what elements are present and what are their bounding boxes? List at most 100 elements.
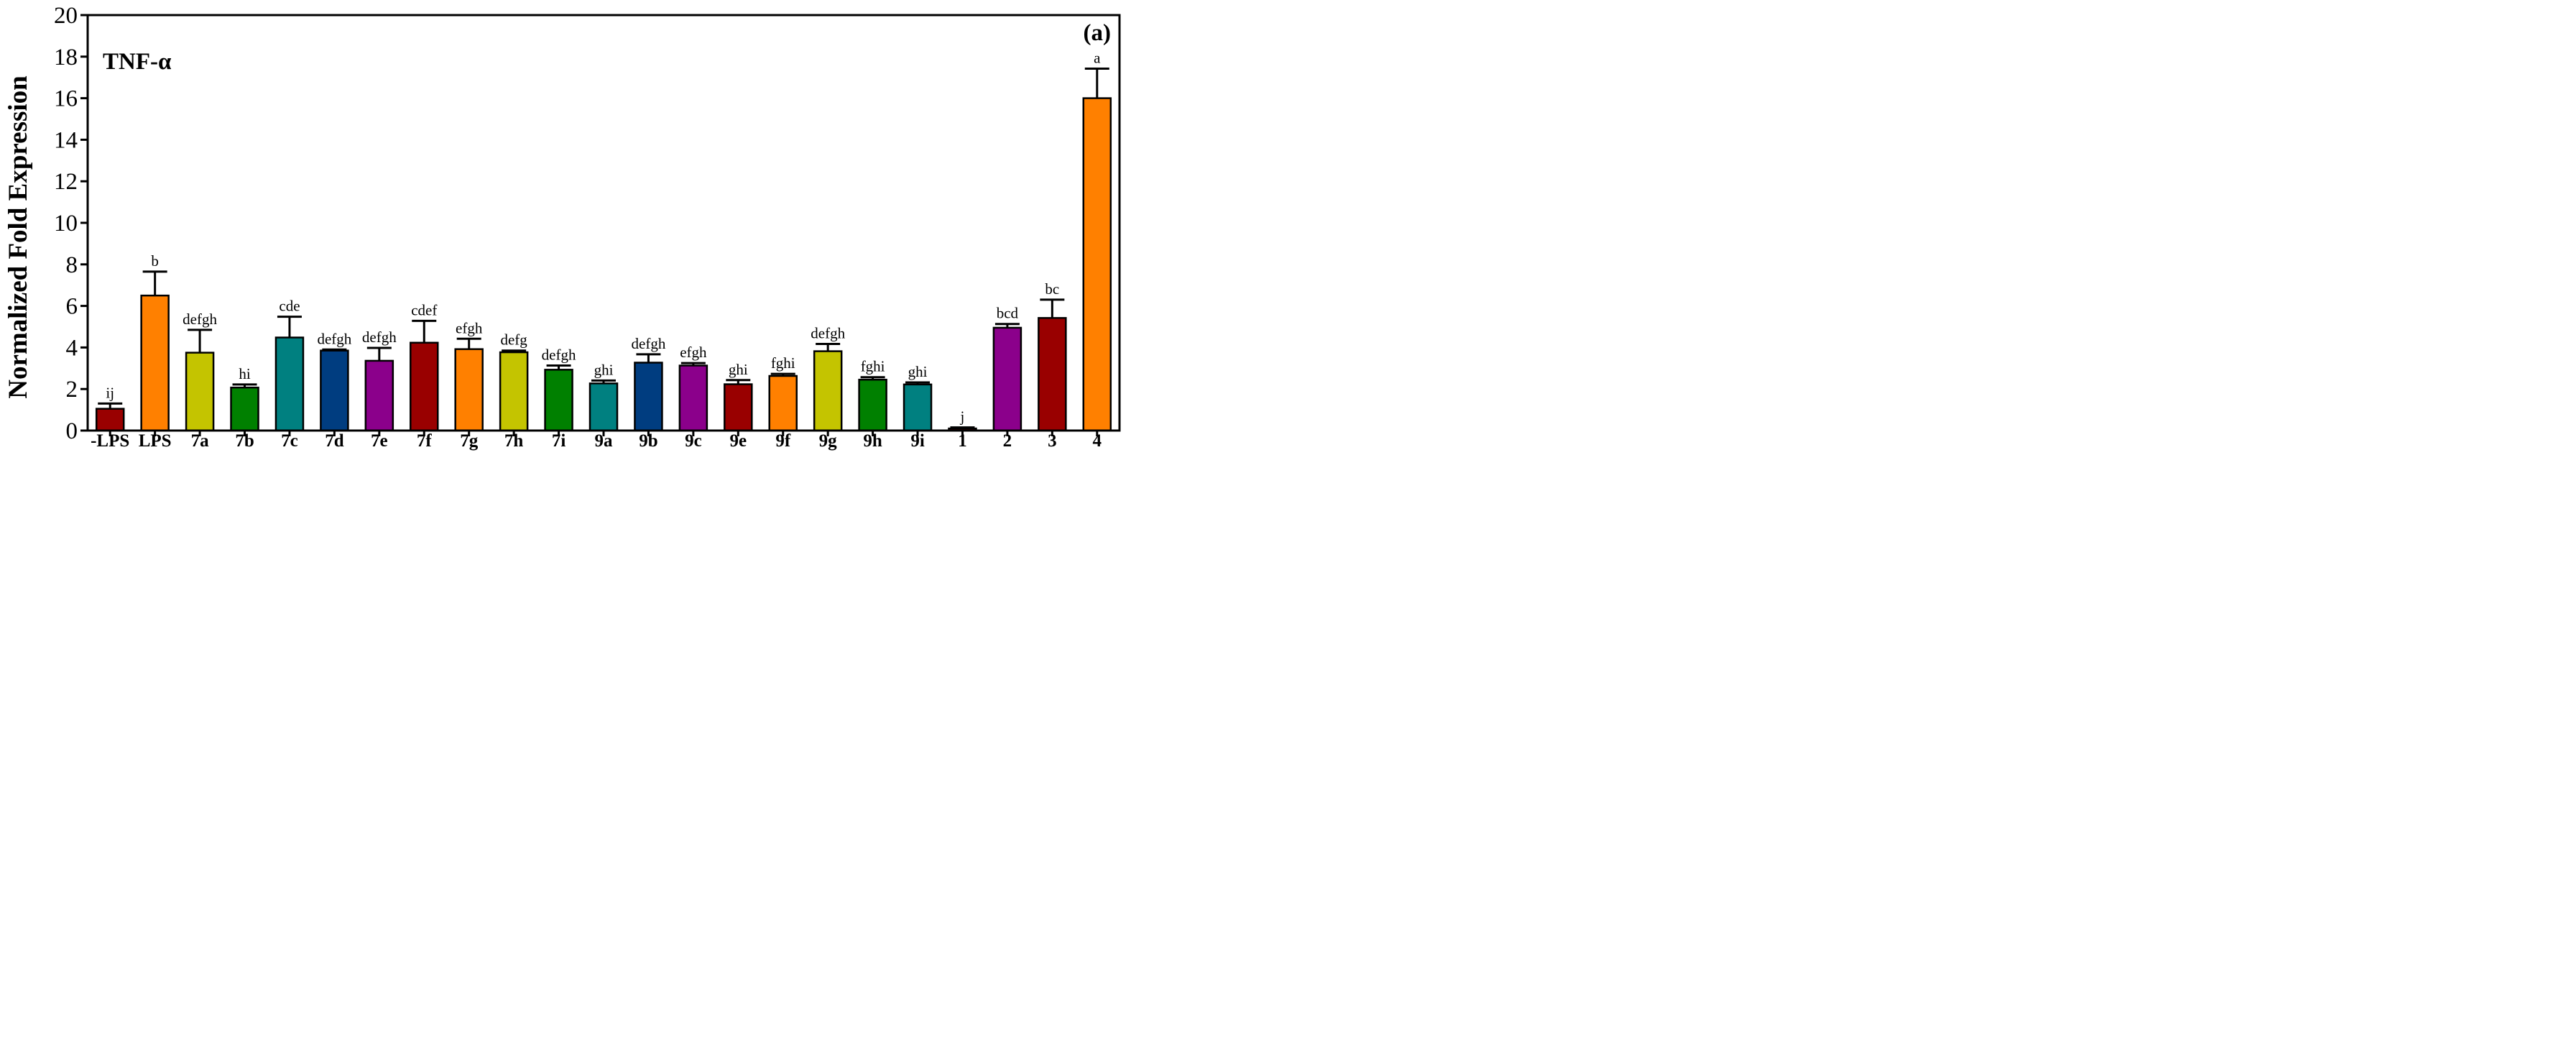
x-tick-label: LPS bbox=[139, 431, 172, 451]
x-tick-label: 9h bbox=[863, 431, 882, 451]
bar bbox=[185, 352, 215, 432]
error-bar bbox=[366, 346, 392, 361]
x-tick-label: 9a bbox=[595, 431, 614, 451]
bar bbox=[320, 349, 349, 432]
error-bar bbox=[546, 364, 571, 370]
significance-label: efgh bbox=[680, 344, 707, 361]
x-tick-label: 7e bbox=[371, 431, 388, 451]
bar bbox=[813, 350, 843, 432]
significance-label: bc bbox=[1045, 280, 1059, 298]
x-axis: -LPS LPS 7a 7b 7c 7d 7e 7f 7g 7h 7i 9a 9b 9c 9e 9f 9g 9h 9… bbox=[91, 431, 1102, 451]
y-tick-label: 18 bbox=[54, 45, 78, 70]
x-tick-label: 9f bbox=[775, 431, 791, 451]
error-bar bbox=[726, 379, 751, 385]
y-axis: 0 2 4 6 8 10 12 14 16 18 20 bbox=[54, 3, 88, 444]
significance-label: ghi bbox=[594, 361, 614, 378]
bar bbox=[95, 408, 125, 432]
error-bar bbox=[322, 348, 347, 351]
significance-label: efgh bbox=[456, 319, 483, 336]
y-tick-label: 10 bbox=[54, 211, 78, 236]
y-tick-label: 0 bbox=[66, 418, 78, 444]
error-bar bbox=[412, 319, 437, 343]
x-tick-label: 9b bbox=[639, 431, 657, 451]
bar bbox=[230, 386, 259, 432]
bar bbox=[499, 351, 529, 432]
error-bar bbox=[277, 316, 302, 338]
bar bbox=[724, 383, 753, 432]
gene-annotation: TNF-α bbox=[103, 49, 172, 75]
x-tick-label: 2 bbox=[1003, 431, 1012, 451]
x-tick-label: 7b bbox=[235, 431, 254, 451]
x-tick-label: 9e bbox=[729, 431, 747, 451]
bar bbox=[364, 359, 394, 432]
significance-label: ij bbox=[106, 384, 114, 401]
y-tick-label: 12 bbox=[54, 169, 78, 195]
significance-label: cde bbox=[279, 298, 300, 315]
significance-label: cdef bbox=[411, 301, 437, 318]
y-axis-label: Normalized Fold Expression bbox=[4, 75, 33, 399]
x-tick-label: -LPS bbox=[91, 431, 129, 451]
y-tick-label: 2 bbox=[66, 377, 78, 403]
error-bar bbox=[816, 342, 841, 352]
bar bbox=[274, 336, 305, 432]
significance-label: fghi bbox=[771, 354, 795, 372]
bar bbox=[634, 362, 663, 432]
x-tick-label: 1 bbox=[958, 431, 967, 451]
panel-label: (a) bbox=[1084, 20, 1111, 46]
significance-labels-group: ij b defgh hi cde defgh defgh cdef efgh defg defgh… bbox=[106, 50, 1101, 426]
y-tick-label: 4 bbox=[66, 335, 78, 361]
x-tick-label: 9g bbox=[819, 431, 838, 451]
x-tick-label: 7g bbox=[460, 431, 479, 451]
significance-label: defgh bbox=[811, 324, 845, 341]
significance-label: ghi bbox=[908, 363, 928, 380]
significance-label: defgh bbox=[542, 346, 576, 364]
significance-label: hi bbox=[239, 365, 251, 382]
bar bbox=[678, 364, 708, 432]
bar bbox=[588, 382, 619, 432]
significance-label: defgh bbox=[362, 328, 397, 346]
bar bbox=[902, 383, 933, 432]
error-bar bbox=[905, 381, 931, 385]
error-bar bbox=[591, 379, 616, 384]
error-bar bbox=[188, 328, 213, 353]
x-tick-label: 3 bbox=[1048, 431, 1057, 451]
bar bbox=[140, 294, 170, 432]
error-bar bbox=[502, 349, 527, 353]
significance-label: ghi bbox=[729, 361, 748, 378]
error-bar bbox=[994, 323, 1020, 328]
error-bar bbox=[456, 337, 481, 349]
x-tick-label: 7h bbox=[504, 431, 524, 451]
x-tick-label: 7d bbox=[325, 431, 344, 451]
error-bar bbox=[770, 372, 795, 376]
y-tick-label: 8 bbox=[66, 252, 78, 278]
y-tick-label: 14 bbox=[54, 127, 78, 153]
y-tick-label: 20 bbox=[54, 3, 78, 29]
significance-label: defgh bbox=[632, 335, 666, 352]
y-tick-label: 16 bbox=[54, 86, 78, 112]
bar bbox=[410, 341, 439, 432]
x-tick-label: 7c bbox=[281, 431, 298, 451]
x-tick-label: 7i bbox=[552, 431, 566, 451]
error-bar bbox=[860, 376, 885, 380]
significance-label: j bbox=[960, 408, 965, 426]
error-bar bbox=[142, 270, 167, 296]
plot-frame bbox=[86, 14, 1121, 432]
error-bar bbox=[680, 362, 706, 366]
bar-chart: Normalized Fold Expression TNF-α (a) 0 2 4… bbox=[4, 3, 1121, 451]
error-bar bbox=[98, 402, 123, 409]
error-bar bbox=[1084, 68, 1109, 98]
x-tick-label: 7f bbox=[417, 431, 433, 451]
significance-label: defg bbox=[500, 331, 527, 349]
y-tick-label: 6 bbox=[66, 294, 78, 320]
significance-label: defgh bbox=[183, 311, 217, 328]
bar bbox=[768, 375, 798, 432]
bar bbox=[1082, 97, 1112, 432]
significance-label: bcd bbox=[997, 305, 1019, 322]
error-bar bbox=[636, 353, 661, 363]
bar bbox=[858, 378, 887, 432]
error-bar bbox=[232, 383, 257, 388]
bar bbox=[1038, 317, 1067, 432]
significance-label: defgh bbox=[317, 330, 351, 347]
x-tick-label: 4 bbox=[1093, 431, 1102, 451]
error-bars-group bbox=[98, 68, 1109, 429]
